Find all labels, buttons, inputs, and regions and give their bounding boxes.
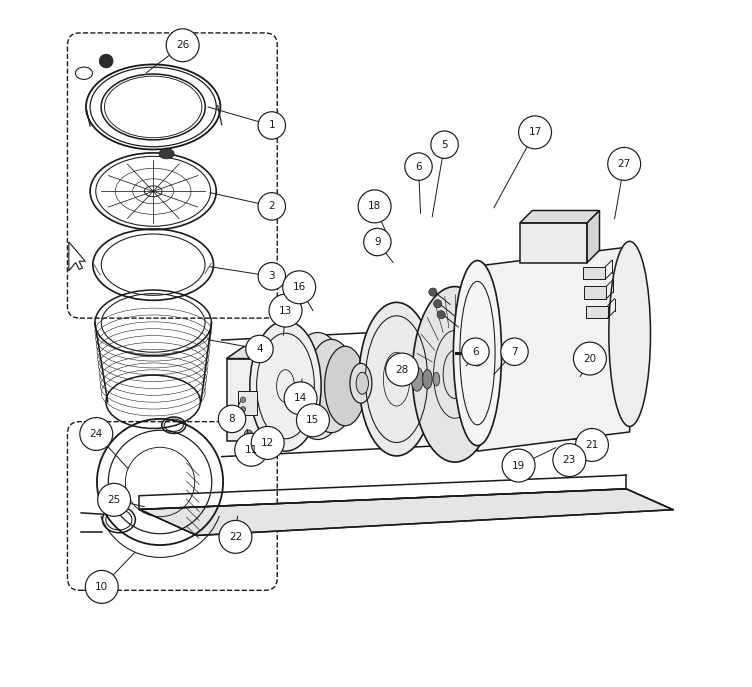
Bar [238,392,256,416]
Ellipse shape [433,372,440,386]
Polygon shape [139,489,673,535]
Text: 28: 28 [396,365,408,374]
Circle shape [269,294,302,327]
Text: 14: 14 [294,394,308,403]
Text: 7: 7 [511,347,518,357]
Ellipse shape [159,148,174,159]
Text: 15: 15 [306,415,320,425]
Circle shape [98,484,131,516]
Text: 26: 26 [176,41,190,50]
Ellipse shape [609,241,650,427]
Ellipse shape [411,367,423,391]
Text: 4: 4 [256,344,262,354]
Circle shape [553,444,586,477]
Circle shape [296,404,329,437]
Ellipse shape [307,339,356,433]
Polygon shape [478,247,629,451]
Text: 17: 17 [529,127,541,137]
Circle shape [99,54,113,68]
Text: 10: 10 [96,582,108,592]
Text: 20: 20 [584,354,596,363]
Bar [226,359,284,441]
Circle shape [437,311,445,319]
Text: 6: 6 [415,161,422,172]
Circle shape [358,190,391,223]
Circle shape [235,433,268,466]
Circle shape [284,382,317,415]
Text: 16: 16 [293,282,306,292]
Circle shape [462,338,489,365]
Circle shape [258,112,286,139]
Ellipse shape [350,363,372,403]
Circle shape [246,335,273,363]
Ellipse shape [471,340,484,366]
Bar [584,286,606,299]
Circle shape [386,353,419,386]
Polygon shape [284,346,301,441]
Text: 9: 9 [374,237,381,247]
Bar [586,306,608,318]
Bar [520,223,587,262]
Circle shape [258,192,286,220]
Circle shape [431,131,458,159]
Circle shape [80,418,113,451]
Polygon shape [520,210,599,223]
Circle shape [501,338,528,365]
Circle shape [218,405,246,433]
Polygon shape [587,210,599,262]
Text: 13: 13 [279,306,292,315]
Text: 8: 8 [229,414,235,424]
Circle shape [85,570,118,603]
Circle shape [575,429,608,462]
Ellipse shape [423,370,432,389]
Polygon shape [69,242,85,271]
Text: 2: 2 [268,201,275,212]
Text: 21: 21 [585,440,599,450]
Text: 5: 5 [441,139,448,150]
Text: 24: 24 [89,429,103,439]
Circle shape [429,288,437,296]
Circle shape [364,228,391,256]
Circle shape [240,397,246,403]
Circle shape [166,29,199,62]
Text: 22: 22 [229,532,242,542]
Circle shape [244,430,253,438]
Text: 1: 1 [268,120,275,131]
Text: 18: 18 [368,201,381,212]
Ellipse shape [289,333,347,440]
Ellipse shape [325,346,365,426]
Ellipse shape [356,372,368,394]
Circle shape [519,116,551,149]
Ellipse shape [412,286,497,462]
Circle shape [405,153,432,180]
Ellipse shape [359,302,434,456]
Circle shape [574,342,606,375]
Text: 23: 23 [562,455,576,465]
Circle shape [255,433,262,440]
Text: 27: 27 [617,159,631,169]
Text: 6: 6 [472,347,479,357]
Circle shape [240,407,246,412]
Circle shape [258,262,286,290]
Circle shape [283,271,316,304]
Text: 19: 19 [512,460,525,471]
Circle shape [502,449,535,482]
Ellipse shape [453,260,502,446]
Text: 11: 11 [244,444,258,455]
Circle shape [434,300,442,308]
Circle shape [251,427,284,460]
Circle shape [219,520,252,553]
Bar [583,267,605,280]
Text: 12: 12 [261,438,274,448]
Text: 25: 25 [108,495,121,505]
Ellipse shape [250,321,321,451]
Text: 3: 3 [268,271,275,281]
Circle shape [608,148,641,180]
Polygon shape [226,346,301,359]
